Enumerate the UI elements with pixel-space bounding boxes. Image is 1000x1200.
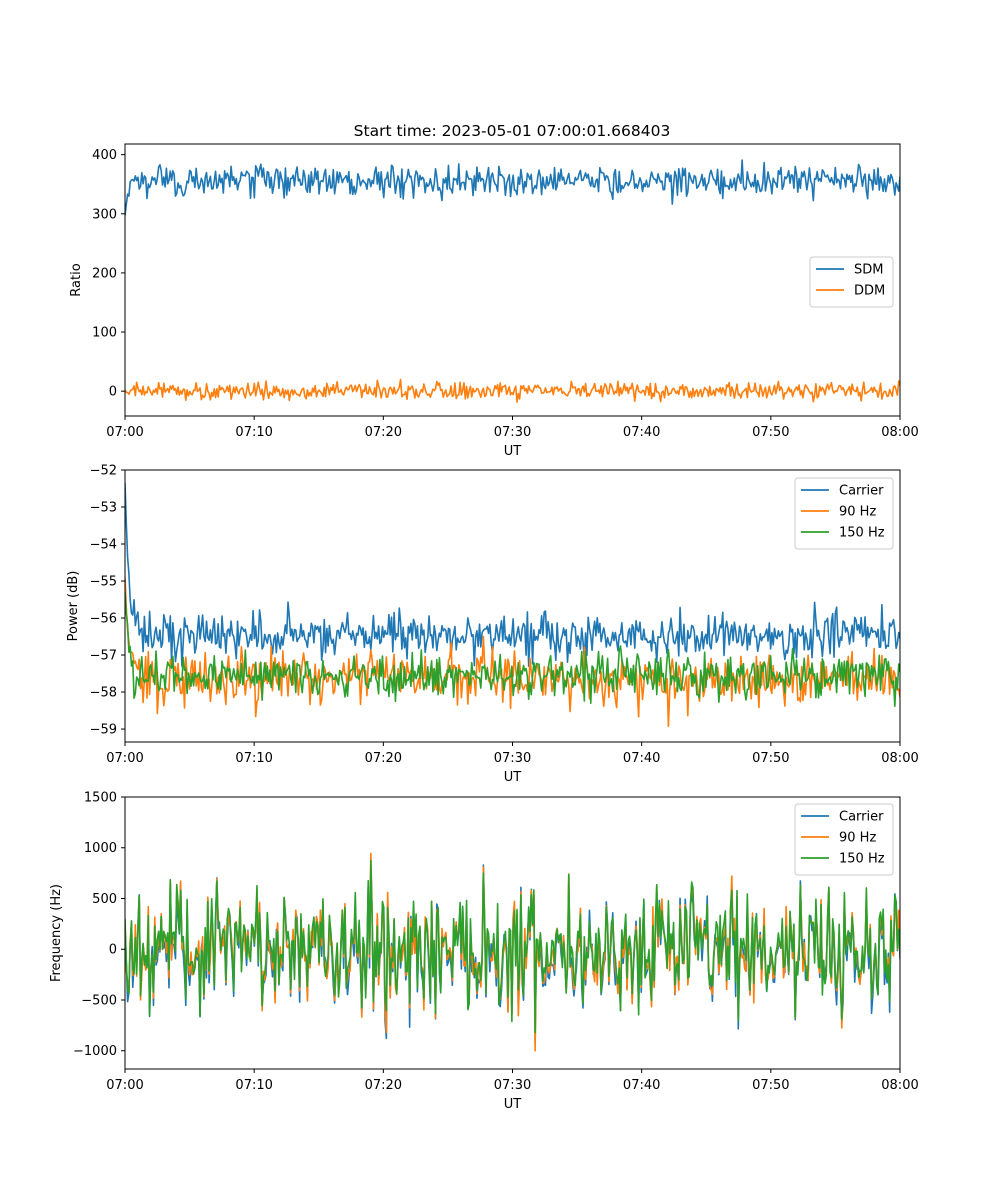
legend-label: DDM: [854, 284, 885, 299]
x-tick-label: 07:00: [106, 1078, 143, 1093]
legend-label: 90 Hz: [839, 505, 876, 520]
chart-title: Start time: 2023-05-01 07:00:01.668403: [354, 122, 671, 140]
legend: SDM DDM: [809, 256, 894, 308]
y-tick-label: 0: [109, 385, 117, 400]
x-axis-label: UT: [504, 1097, 522, 1112]
x-tick-label: 08:00: [881, 751, 918, 766]
y-tick-label: 0: [109, 943, 117, 958]
y-tick-label: 1000: [84, 841, 117, 856]
plot-area: [125, 852, 900, 1052]
series-line-carrier: [125, 482, 900, 667]
series-line-150-hz: [125, 859, 900, 1034]
chart-panel-1: 07:00 07:10 07:20 07:30 07:40 07:50 08:00 0 100 2…: [69, 143, 919, 459]
legend-label: Carrier: [839, 810, 884, 825]
x-axis-label: UT: [504, 770, 522, 785]
legend-label: 90 Hz: [839, 831, 876, 846]
y-tick-label: −1000: [73, 1044, 117, 1059]
x-tick-label: 07:30: [494, 1078, 531, 1093]
panels: 07:00 07:10 07:20 07:30 07:40 07:50 08:00 0 100 2…: [49, 143, 919, 1113]
y-tick-label: −500: [81, 993, 117, 1008]
x-tick-label: 07:40: [623, 425, 660, 440]
series-line-ddm: [125, 378, 900, 403]
series-line-sdm: [125, 159, 900, 216]
legend-label: SDM: [854, 263, 883, 278]
x-tick-label: 07:00: [106, 751, 143, 766]
x-tick-label: 07:40: [623, 751, 660, 766]
y-tick-label: −54: [90, 538, 117, 553]
y-tick-label: −55: [90, 575, 117, 590]
legend-label: 150 Hz: [839, 852, 885, 867]
y-axis-label: Power (dB): [66, 571, 81, 642]
chart-panel-2: 07:00 07:10 07:20 07:30 07:40 07:50 08:00 −59 −5…: [66, 464, 919, 786]
legend-label: 150 Hz: [839, 526, 885, 541]
y-axis-label: Ratio: [69, 263, 84, 296]
x-tick-label: 07:50: [752, 1078, 789, 1093]
y-tick-label: −57: [90, 649, 117, 664]
x-tick-label: 07:20: [365, 1078, 402, 1093]
y-tick-label: 200: [92, 266, 117, 281]
x-tick-label: 07:10: [235, 1078, 272, 1093]
series-line-150-hz: [125, 592, 900, 708]
y-tick-label: −52: [90, 464, 117, 479]
x-tick-label: 07:50: [752, 425, 789, 440]
chart-panel-3: 07:00 07:10 07:20 07:30 07:40 07:50 08:00 −1000…: [49, 791, 919, 1113]
x-tick-label: 07:40: [623, 1078, 660, 1093]
y-tick-label: −56: [90, 612, 117, 627]
y-tick-label: −59: [90, 723, 117, 738]
y-tick-label: −53: [90, 501, 117, 516]
plot-area: [125, 482, 900, 727]
y-tick-label: 500: [92, 892, 117, 907]
x-tick-label: 08:00: [881, 1078, 918, 1093]
y-tick-label: 400: [92, 148, 117, 163]
legend: Carrier 90 Hz 150 Hz: [794, 477, 894, 550]
plot-area: [125, 159, 900, 403]
y-tick-label: 300: [92, 207, 117, 222]
x-tick-label: 07:20: [365, 751, 402, 766]
y-tick-label: −58: [90, 686, 117, 701]
y-axis-label: Frequency (Hz): [49, 884, 64, 982]
x-tick-label: 07:10: [235, 425, 272, 440]
x-tick-label: 07:50: [752, 751, 789, 766]
x-tick-label: 07:20: [365, 425, 402, 440]
y-tick-label: 1500: [84, 791, 117, 806]
y-tick-label: 100: [92, 326, 117, 341]
legend-label: Carrier: [839, 484, 884, 499]
x-tick-label: 07:30: [494, 751, 531, 766]
x-tick-label: 07:30: [494, 425, 531, 440]
x-tick-label: 07:10: [235, 751, 272, 766]
x-axis-label: UT: [504, 444, 522, 459]
legend: Carrier 90 Hz 150 Hz: [794, 803, 894, 876]
x-tick-label: 08:00: [881, 425, 918, 440]
x-tick-label: 07:00: [106, 425, 143, 440]
